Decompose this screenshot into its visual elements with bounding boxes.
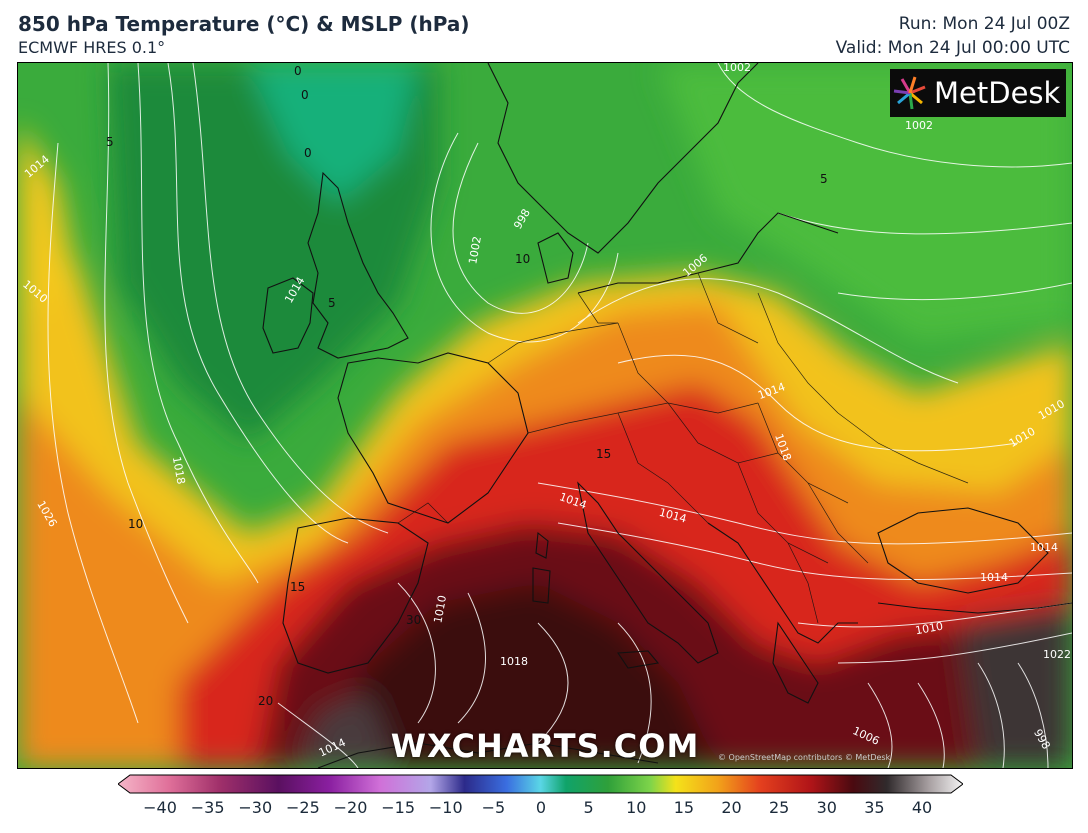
denmark-coast — [537, 232, 574, 284]
model-label: ECMWF HRES 0.1° — [18, 38, 166, 57]
valid-label: Valid: Mon 24 Jul 00:00 UTC — [835, 38, 1070, 58]
britain-coast — [307, 171, 409, 359]
isobar-label: 1010 — [431, 594, 449, 624]
temp-label: 15 — [596, 447, 611, 461]
temp-label: 5 — [106, 135, 114, 149]
temp-label: 0 — [304, 146, 312, 160]
chart-title: 850 hPa Temperature (°C) & MSLP (hPa) — [18, 12, 470, 36]
black-sea-coast — [877, 507, 1049, 594]
colorbar-tick-label: −25 — [285, 798, 320, 817]
colorbar-tick-label: −5 — [481, 798, 506, 817]
temp-label: 5 — [328, 296, 336, 310]
colorbar-tick-label: 40 — [911, 798, 933, 817]
iberia-coast — [282, 517, 429, 674]
temp-label: 10 — [515, 252, 530, 266]
isobar-label: 1022 — [1043, 648, 1071, 661]
isobar-label: 1002 — [723, 63, 751, 74]
western-yellow-region — [18, 123, 78, 323]
colorbar-tick-label: 15 — [673, 798, 695, 817]
colorbar-tick-label: 20 — [721, 798, 742, 817]
ireland-coast — [262, 277, 314, 354]
italy-coast — [577, 481, 719, 664]
colorbar-tick-label: −10 — [428, 798, 463, 817]
colorbar-tick-label: −35 — [190, 798, 225, 817]
run-label: Run: Mon 24 Jul 00Z — [898, 14, 1070, 34]
isobar-label: 1010 — [914, 620, 944, 638]
coastlines — [262, 63, 1072, 768]
balkans-coast — [707, 522, 858, 644]
france-coast — [337, 352, 529, 524]
colorbar-tick-label: −15 — [381, 798, 416, 817]
cold-teal-region — [248, 63, 418, 203]
scandinavia-coast — [487, 63, 759, 254]
sardinia — [532, 567, 551, 604]
temp-label: 30 — [406, 613, 421, 627]
southwest-grey-region — [298, 693, 398, 768]
metdesk-logo-icon — [893, 76, 926, 110]
temp-label: 5 — [820, 172, 828, 186]
greece-coast — [772, 621, 819, 704]
temp-label: 20 — [258, 694, 273, 708]
corsica — [535, 531, 549, 559]
map-canvas: 0 0 0 5 5 5 10 10 15 15 20 30 1002 1002 … — [18, 63, 1072, 768]
colorbar-tick-label: −20 — [333, 798, 368, 817]
temp-label: 0 — [294, 64, 302, 78]
colorbar-tick-label: 30 — [816, 798, 837, 817]
weather-map: 0 0 0 5 5 5 10 10 15 15 20 30 1002 1002 … — [17, 62, 1073, 769]
colorbar — [118, 774, 963, 794]
colorbar-tick-label: 35 — [864, 798, 885, 817]
country-borders — [397, 272, 969, 624]
isobar-label: 1018 — [170, 455, 188, 485]
colorbar-tick-label: 0 — [535, 798, 547, 817]
colorbar-tick-label: 5 — [583, 798, 594, 817]
temperature-labels: 0 0 0 5 5 5 10 10 15 15 20 30 — [106, 64, 828, 708]
colorbar-tick-label: 25 — [768, 798, 790, 817]
temp-label: 0 — [301, 88, 309, 102]
metdesk-logo: MetDesk — [890, 69, 1066, 117]
colorbar-tick-label: −40 — [143, 798, 177, 817]
sicily — [617, 650, 660, 669]
baltic-coast — [577, 212, 839, 294]
isobar-label: 1014 — [1030, 541, 1058, 554]
colorbar-tick-label: 10 — [626, 798, 647, 817]
watermark: WXCHARTS.COM — [390, 727, 700, 765]
temp-label: 15 — [290, 580, 305, 594]
colorbar-tick-label: −30 — [238, 798, 273, 817]
isobar-label: 1002 — [905, 119, 933, 132]
isobar-label: 1014 — [980, 571, 1008, 584]
isobars — [47, 63, 1072, 768]
metdesk-logo-text: MetDesk — [934, 76, 1061, 110]
northern-green-region — [658, 63, 1072, 343]
turkey-coast — [877, 602, 1072, 614]
temp-label: 10 — [128, 517, 143, 531]
extreme-hot-region — [338, 583, 718, 768]
isobar-label: 1018 — [500, 655, 528, 668]
copyright-notice: © OpenStreetMap contributors © MetDesk — [718, 753, 891, 762]
africa-coast — [317, 742, 659, 768]
isobar-label: 1002 — [466, 235, 484, 265]
